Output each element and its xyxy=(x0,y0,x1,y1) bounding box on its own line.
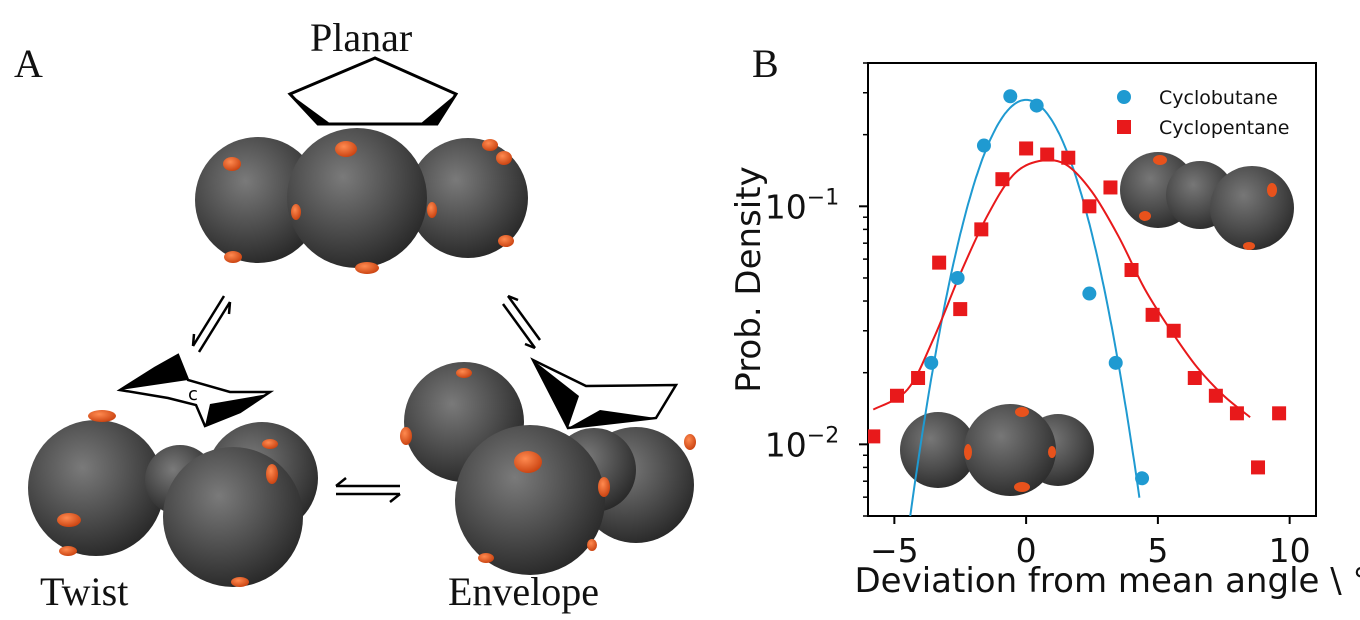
data-point-cyclopentane xyxy=(1082,199,1097,214)
data-point-cyclopentane xyxy=(995,172,1010,187)
planar-label: Planar xyxy=(310,15,413,60)
plot-frame xyxy=(867,62,1317,517)
envelope-ring-diagram xyxy=(530,357,679,430)
data-point-cyclopentane xyxy=(974,222,989,237)
data-point-cyclobutane xyxy=(1003,89,1018,104)
twist-label: Twist xyxy=(40,569,129,614)
equilibrium-arrow-twist-envelope xyxy=(335,477,401,503)
data-point-cyclopentane xyxy=(1272,406,1287,421)
data-point-cyclopentane xyxy=(1061,150,1076,165)
fit-line-cyclobutane xyxy=(909,98,1141,516)
data-point-cyclopentane xyxy=(932,255,947,270)
data-point-cyclopentane xyxy=(1145,307,1160,322)
data-point-cyclopentane xyxy=(1187,370,1202,385)
x-axis-label: Deviation from mean angle \ ° xyxy=(855,561,1360,601)
data-point-cyclopentane xyxy=(1040,147,1055,162)
data-point-cyclopentane xyxy=(1166,323,1181,338)
legend-label-cyclobutane: Cyclobutane xyxy=(1159,87,1278,109)
data-point-cyclobutane xyxy=(950,270,965,285)
twist-glyph: c xyxy=(188,384,198,405)
data-point-cyclobutane xyxy=(1135,471,1150,486)
twist-ring-diagram: c xyxy=(116,353,275,428)
data-point-cyclopentane xyxy=(1103,180,1118,195)
x-tick-label: 10 xyxy=(1269,531,1311,570)
plot-area xyxy=(868,89,1287,516)
y-axis-label: Prob. Density xyxy=(729,166,769,392)
planar-ring-diagram xyxy=(287,56,459,126)
data-point-cyclobutane xyxy=(976,138,991,153)
equilibrium-arrow-planar-envelope xyxy=(501,294,542,350)
data-point-cyclopentane xyxy=(889,388,904,403)
data-point-cyclopentane xyxy=(911,370,926,385)
data-point-cyclobutane xyxy=(1029,98,1044,113)
x-tick-label: 0 xyxy=(1016,531,1037,570)
legend-marker-cyclopentane xyxy=(1117,120,1131,134)
y-tick-label: 10−2 xyxy=(765,423,839,464)
data-point-cyclopentane xyxy=(1124,263,1139,278)
panel-a-letter: A xyxy=(14,41,43,86)
x-tick-label: −5 xyxy=(870,531,919,570)
panel-a-illustration: c xyxy=(28,56,696,587)
cyclopentane-inset xyxy=(1120,152,1294,250)
data-point-cyclopentane xyxy=(1251,460,1266,475)
legend-marker-cyclobutane xyxy=(1117,90,1131,104)
data-point-cyclopentane xyxy=(1229,406,1244,421)
molecule-insets xyxy=(900,152,1294,496)
x-tick-label: 5 xyxy=(1147,531,1168,570)
data-point-cyclobutane xyxy=(924,355,939,370)
data-point-cyclopentane xyxy=(953,302,968,317)
data-point-cyclopentane xyxy=(1019,141,1034,156)
legend: Cyclobutane Cyclopentane xyxy=(1117,87,1289,139)
envelope-spheres xyxy=(400,362,696,575)
data-point-cyclobutane xyxy=(1082,286,1097,301)
y-tick-label: 10−1 xyxy=(765,185,839,226)
cyclobutane-inset xyxy=(900,404,1094,496)
equilibrium-arrow-planar-twist xyxy=(191,295,232,353)
twist-spheres xyxy=(28,410,318,587)
panel-b-letter: B xyxy=(752,41,779,86)
data-point-cyclopentane xyxy=(1208,388,1223,403)
planar-spheres xyxy=(195,128,528,274)
data-point-cyclobutane xyxy=(1108,355,1123,370)
envelope-label: Envelope xyxy=(448,569,600,614)
legend-label-cyclopentane: Cyclopentane xyxy=(1159,117,1289,139)
data-point-cyclopentane xyxy=(868,429,881,444)
